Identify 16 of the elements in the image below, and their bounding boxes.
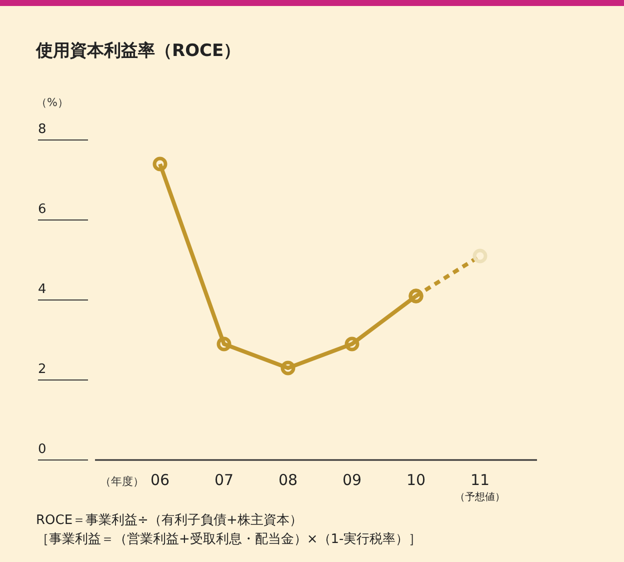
x-tick-label: 11 （予想値） [455,471,505,503]
x-axis-title: （年度） [100,475,144,488]
y-tick-label: 0 [38,442,46,457]
y-tick-label: 4 [38,282,46,297]
chart-title: 使用資本利益率（ROCE） [35,41,241,61]
x-tick-label: 08 [278,471,298,489]
x-tick-label: 09 [342,471,362,489]
y-axis-title: （%） [36,96,68,109]
text: ［事業利益＝（営業利益+受取利息・配当金）×（1-実行税率）］ [36,531,422,547]
x-tick-label: 07 [214,471,234,489]
x-tick-label: 10 [406,471,426,489]
y-tick-label: 2 [38,362,46,377]
text: ROCE＝事業利益÷（有利子負債+株主資本） [36,512,302,528]
y-tick-label: 8 [38,122,46,137]
x-tick-label: 06 [150,471,170,489]
y-tick-label: 6 [38,202,46,217]
